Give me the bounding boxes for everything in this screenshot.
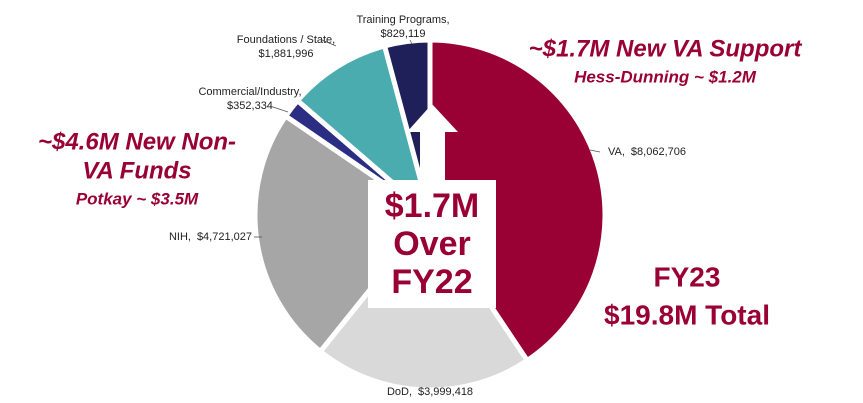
slice-label-group: NIH, $4,721,027 [169, 231, 252, 243]
pie-slice [294, 42, 435, 223]
slice-label: NIH, [169, 231, 191, 243]
annotation: VA Funds [82, 157, 191, 184]
slice-label-group: DoD, $3,999,418 [387, 386, 473, 398]
annotation: $19.8M Total [604, 299, 770, 330]
leader-line [269, 105, 289, 113]
center-box [368, 180, 496, 308]
annotation: FY23 [654, 261, 721, 292]
slice-label: Training Programs, [356, 14, 449, 26]
center-text: Over [393, 225, 471, 263]
pie-slice [252, 112, 434, 355]
leader-line [321, 39, 337, 47]
slice-label: VA, [608, 146, 625, 158]
center-text: $1.7M [385, 187, 480, 225]
annotation: Hess-Dunning ~ $1.2M [574, 67, 757, 86]
slice-value-label: $3,999,418 [418, 386, 473, 398]
leader-line [409, 39, 413, 45]
slice-value-label: $1,881,996 [258, 48, 313, 60]
slice-label: DoD, [387, 386, 412, 398]
slice-label: Commercial/Industry, [198, 86, 301, 98]
slice-value-label: $829,119 [380, 28, 425, 40]
annotation: Potkay ~ $3.5M [76, 189, 199, 208]
center-arrow [407, 104, 458, 185]
annotation: ~$1.7M New VA Support [529, 35, 803, 62]
slice-value-label: $352,334 [227, 100, 273, 112]
center-text: FY22 [391, 263, 472, 301]
slice-value-label: $8,062,706 [631, 146, 686, 158]
slice-label: Foundations / State, [237, 34, 335, 46]
leader-line [589, 149, 601, 153]
slice-label-group: VA, $8,062,706 [608, 146, 686, 158]
annotation: ~$4.6M New Non- [38, 128, 236, 155]
slice-value-label: $4,721,027 [197, 231, 252, 243]
pie-slice [381, 37, 433, 216]
